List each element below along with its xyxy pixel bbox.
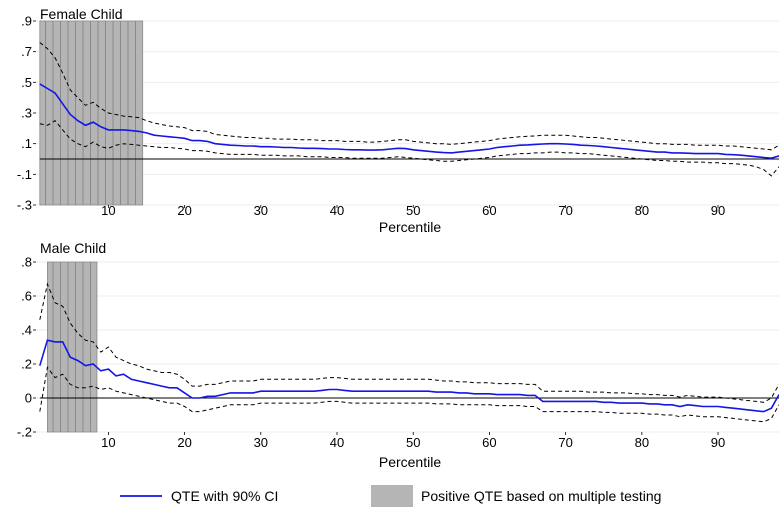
y-tick-label: -.3 bbox=[17, 198, 32, 213]
x-tick-label: 30 bbox=[254, 203, 268, 218]
y-tick-label: -.1 bbox=[17, 167, 32, 182]
x-tick-label: 70 bbox=[558, 203, 572, 218]
x-tick-label: 10 bbox=[101, 203, 115, 218]
x-axis-ticks: 10 20 30 40 50 60 70 80 90 bbox=[101, 432, 725, 450]
x-axis-label: Percentile bbox=[379, 454, 441, 470]
x-tick-label: 20 bbox=[177, 435, 191, 450]
x-tick-label: 50 bbox=[406, 435, 420, 450]
y-tick-label: .8 bbox=[21, 255, 32, 270]
y-tick-label: -.2 bbox=[17, 425, 32, 440]
x-tick-label: 20 bbox=[177, 203, 191, 218]
legend: QTE with 90% CI Positive QTE based on mu… bbox=[120, 485, 661, 507]
y-tick-label: .1 bbox=[21, 136, 32, 151]
x-tick-label: 80 bbox=[635, 203, 649, 218]
positive-qte-shaded-region bbox=[39, 20, 144, 206]
x-tick-label: 90 bbox=[711, 203, 725, 218]
ci-lower-line bbox=[39, 366, 779, 423]
x-tick-label: 40 bbox=[330, 435, 344, 450]
female-child-panel: Female Child -.3 -.1 .1 .3 .5 .7 .9 10 20 30 40 50… bbox=[17, 6, 779, 235]
legend-shade-label: Positive QTE based on multiple testing bbox=[421, 488, 661, 504]
x-tick-label: 70 bbox=[558, 435, 572, 450]
y-tick-label: .7 bbox=[21, 44, 32, 59]
ci-upper-line bbox=[39, 42, 779, 151]
y-tick-label: 0 bbox=[25, 391, 32, 406]
y-tick-label: .5 bbox=[21, 75, 32, 90]
x-axis-label: Percentile bbox=[379, 219, 441, 235]
y-tick-label: .6 bbox=[21, 289, 32, 304]
y-axis-ticks: -.2 0 .2 .4 .6 .8 bbox=[17, 255, 36, 440]
panel-title: Male Child bbox=[40, 240, 106, 256]
x-tick-label: 40 bbox=[330, 203, 344, 218]
x-tick-label: 50 bbox=[406, 203, 420, 218]
x-tick-label: 30 bbox=[254, 435, 268, 450]
qte-estimate-line bbox=[39, 339, 779, 413]
x-tick-label: 60 bbox=[482, 435, 496, 450]
y-tick-label: .4 bbox=[21, 323, 32, 338]
y-axis-ticks: -.3 -.1 .1 .3 .5 .7 .9 bbox=[17, 14, 36, 213]
y-tick-label: .2 bbox=[21, 357, 32, 372]
x-tick-label: 90 bbox=[711, 435, 725, 450]
legend-shade-swatch bbox=[371, 485, 413, 507]
gridlines bbox=[36, 20, 779, 206]
panel-title: Female Child bbox=[40, 6, 122, 22]
x-tick-label: 10 bbox=[101, 435, 115, 450]
positive-qte-shaded-region bbox=[47, 261, 98, 433]
gridlines bbox=[36, 261, 779, 433]
y-tick-label: .3 bbox=[21, 106, 32, 121]
ci-lower-line bbox=[39, 120, 779, 177]
qte-estimate-line bbox=[39, 83, 779, 160]
male-child-panel: Male Child -.2 0 .2 .4 .6 .8 10 20 30 40 50 60 70 80… bbox=[17, 240, 779, 470]
legend-qte-label: QTE with 90% CI bbox=[171, 488, 278, 504]
x-tick-label: 80 bbox=[635, 435, 649, 450]
ci-upper-line bbox=[39, 282, 779, 403]
x-tick-label: 60 bbox=[482, 203, 496, 218]
x-axis-ticks: 10 20 30 40 50 60 70 80 90 bbox=[101, 203, 725, 218]
y-tick-label: .9 bbox=[21, 14, 32, 29]
